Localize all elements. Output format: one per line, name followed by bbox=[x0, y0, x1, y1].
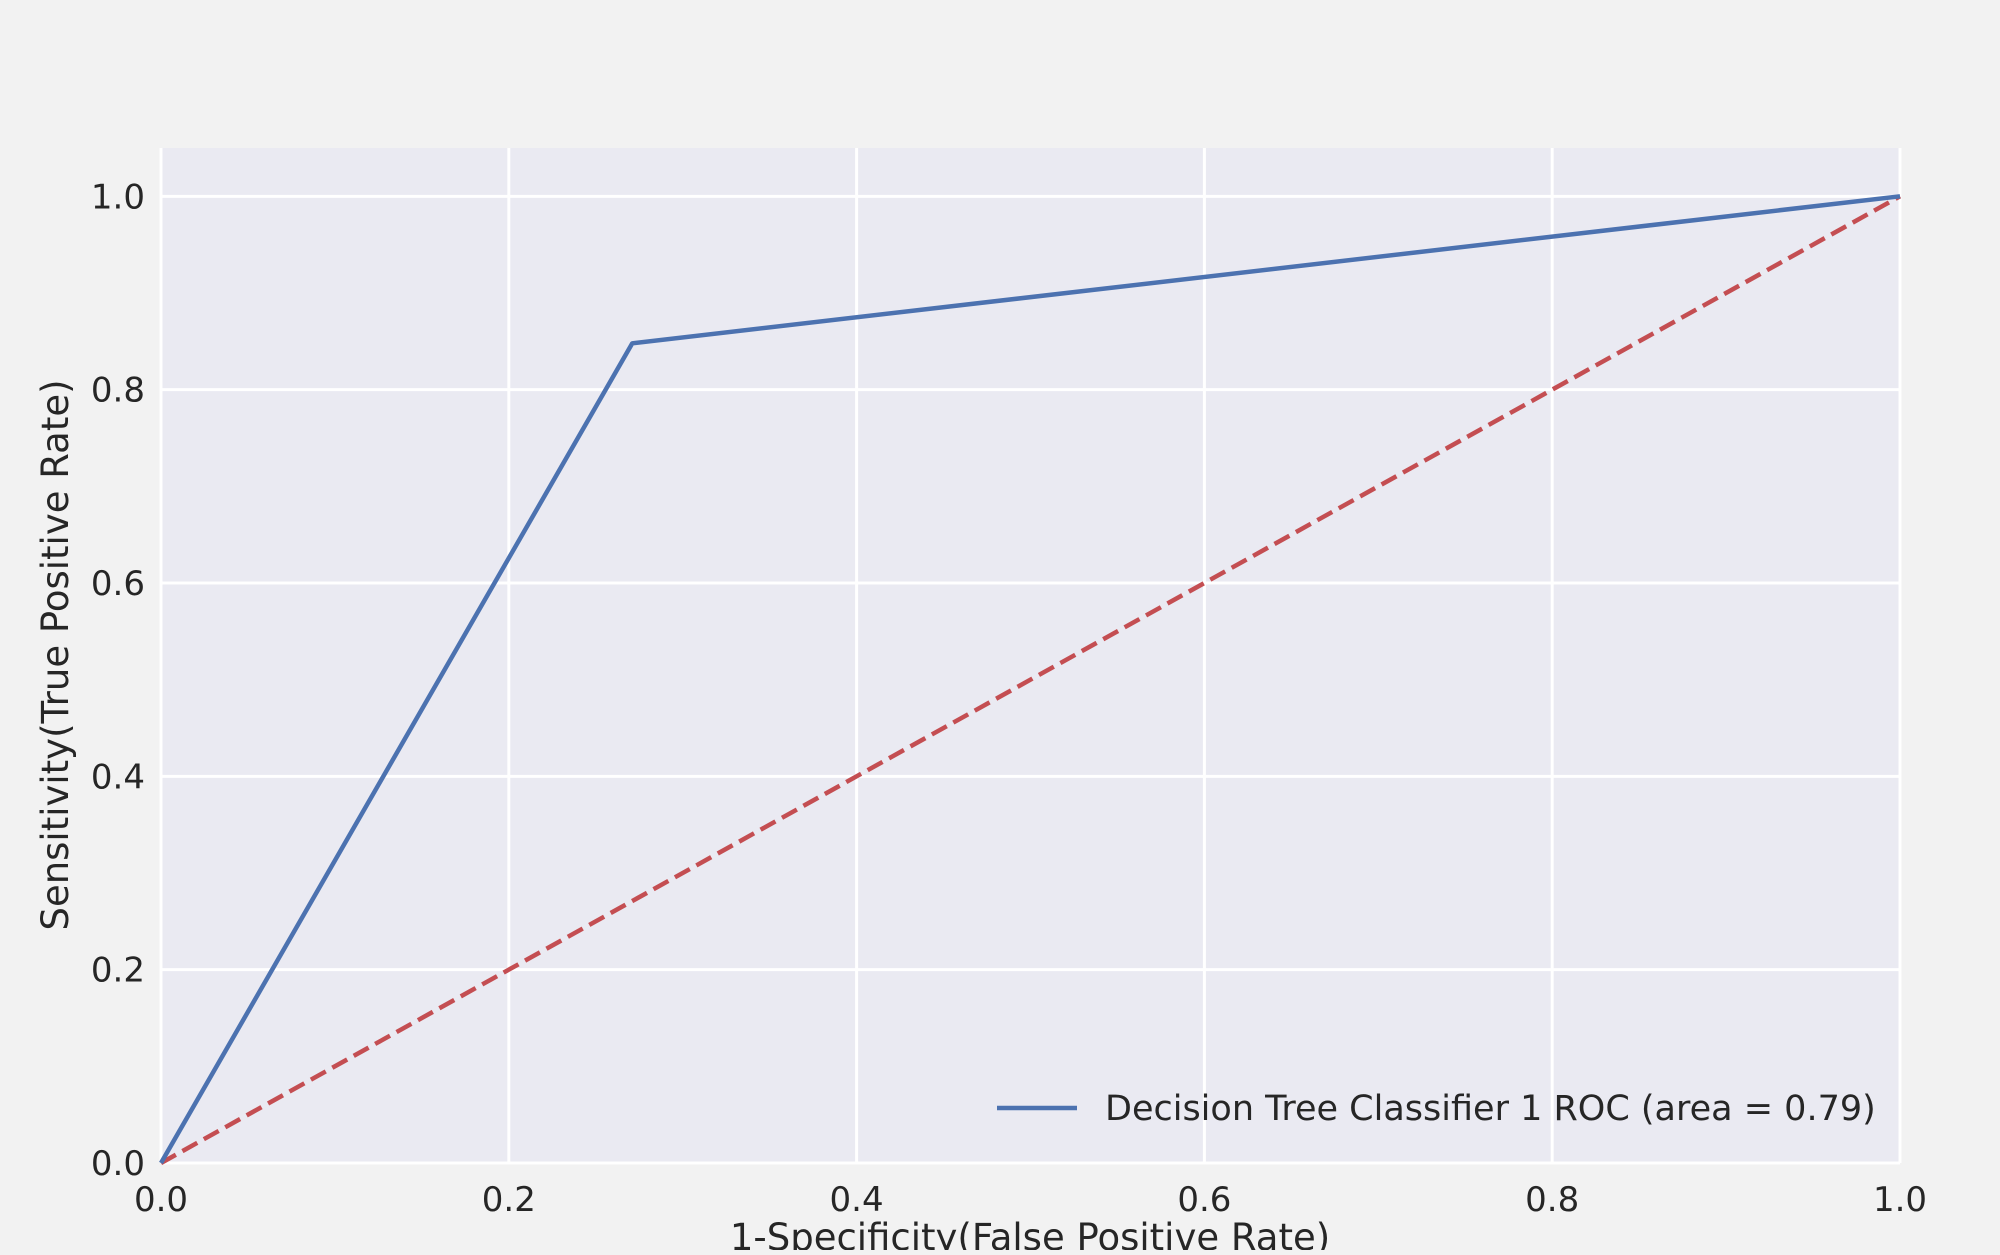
x-tick-label: 0.8 bbox=[1525, 1180, 1579, 1220]
legend-label: Decision Tree Classifier 1 ROC (area = 0… bbox=[1105, 1089, 1876, 1129]
roc-curve-line bbox=[159, 194, 1901, 1165]
x-tick-labels: 0.0 0.2 0.4 0.6 0.8 1.0 bbox=[134, 1180, 1927, 1220]
x-tick-label: 0.0 bbox=[134, 1180, 188, 1220]
y-tick-label: 1.0 bbox=[91, 177, 145, 217]
x-tick-label: 0.6 bbox=[1177, 1180, 1231, 1220]
y-tick-labels: 0.0 0.2 0.4 0.6 0.8 1.0 bbox=[91, 177, 145, 1184]
y-axis-label: Sensitivity(True Positive Rate) bbox=[34, 379, 77, 930]
x-tick-label: 0.4 bbox=[830, 1180, 884, 1220]
y-tick-label: 0.8 bbox=[91, 371, 145, 411]
chance-diagonal-line bbox=[159, 194, 1902, 1165]
y-tick-label: 0.4 bbox=[91, 757, 145, 797]
x-axis-label: 1-Specificity(False Positive Rate) bbox=[730, 1216, 1330, 1250]
series-layer bbox=[159, 194, 1902, 1165]
x-tick-label: 0.2 bbox=[482, 1180, 536, 1220]
y-tick-label: 0.6 bbox=[91, 564, 145, 604]
y-tick-label: 0.2 bbox=[91, 951, 145, 991]
x-tick-label: 1.0 bbox=[1873, 1180, 1927, 1220]
legend: Decision Tree Classifier 1 ROC (area = 0… bbox=[997, 1089, 1876, 1129]
y-tick-label: 0.0 bbox=[91, 1144, 145, 1184]
plot-area bbox=[161, 148, 1900, 1163]
